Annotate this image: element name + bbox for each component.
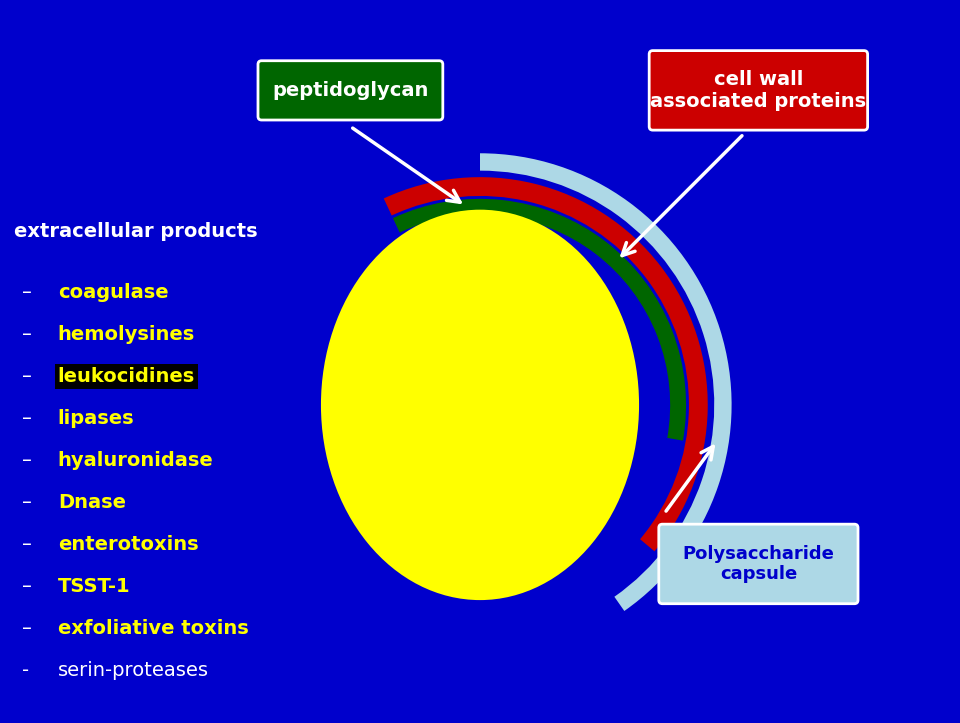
FancyBboxPatch shape [258, 61, 443, 120]
Text: lipases: lipases [58, 409, 134, 428]
Text: –: – [22, 493, 32, 512]
Text: coagulase: coagulase [58, 283, 168, 302]
Ellipse shape [321, 210, 639, 600]
Text: –: – [22, 451, 32, 470]
Text: serin-proteases: serin-proteases [58, 661, 208, 680]
Wedge shape [384, 177, 708, 551]
Text: –: – [22, 325, 32, 344]
Text: leukocidines: leukocidines [58, 367, 195, 386]
Text: -: - [22, 661, 29, 680]
Text: hyaluronidase: hyaluronidase [58, 451, 213, 470]
Text: –: – [22, 283, 32, 302]
Text: –: – [22, 409, 32, 428]
Text: cell wall
associated proteins: cell wall associated proteins [650, 70, 867, 111]
Text: Dnase: Dnase [58, 493, 126, 512]
Text: enterotoxins: enterotoxins [58, 535, 199, 554]
Text: –: – [22, 577, 32, 596]
Text: hemolysines: hemolysines [58, 325, 195, 344]
Text: –: – [22, 619, 32, 638]
Text: extracellular products: extracellular products [14, 222, 258, 241]
Text: peptidoglycan: peptidoglycan [273, 81, 428, 100]
Text: –: – [22, 367, 32, 386]
Text: exfoliative toxins: exfoliative toxins [58, 619, 249, 638]
Text: TSST-1: TSST-1 [58, 577, 131, 596]
FancyBboxPatch shape [649, 51, 868, 130]
Wedge shape [480, 153, 732, 611]
FancyBboxPatch shape [659, 524, 858, 604]
Text: Polysaccharide
capsule: Polysaccharide capsule [683, 544, 834, 583]
Text: –: – [22, 535, 32, 554]
Wedge shape [393, 199, 686, 440]
